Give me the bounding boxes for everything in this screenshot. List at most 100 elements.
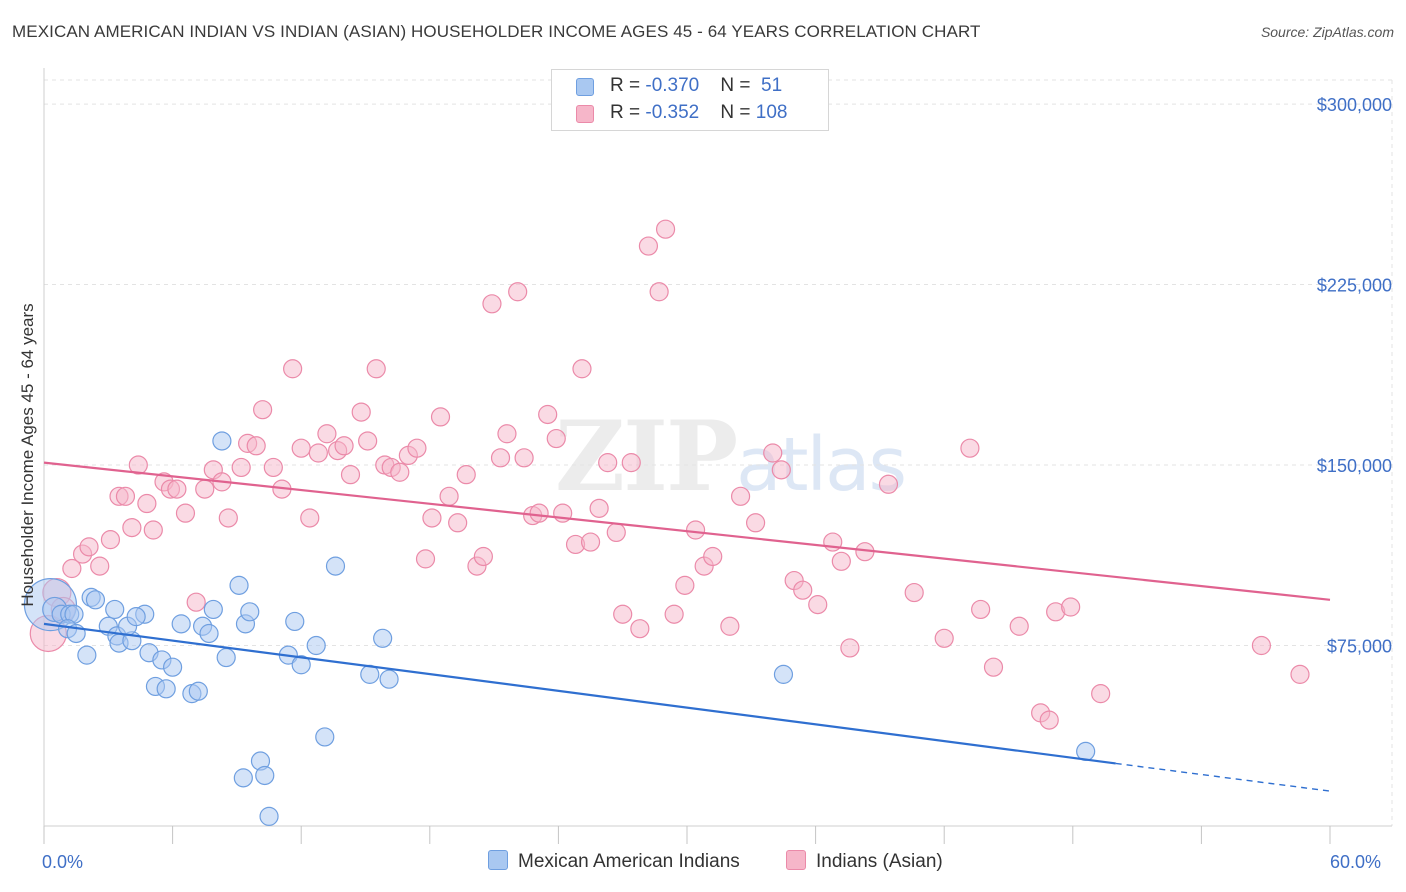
y-tick-label: $300,000 bbox=[1317, 95, 1392, 115]
data-point-indians-asian bbox=[655, 219, 676, 239]
data-point-indians-asian bbox=[580, 532, 601, 552]
legend-text-blue: R = -0.370 N = 51 bbox=[610, 75, 783, 96]
data-point-indians-asian bbox=[904, 582, 924, 603]
data-point-indians-asian bbox=[430, 407, 451, 427]
legend-n-value-blue: 51 bbox=[755, 75, 783, 96]
data-point-indians-asian bbox=[508, 282, 528, 302]
watermark-zip: ZIP bbox=[555, 400, 738, 513]
data-point-indians-asian bbox=[407, 438, 427, 458]
data-point-indians-asian bbox=[283, 359, 303, 379]
data-point-indians-asian bbox=[79, 537, 99, 557]
data-point-mexican-american-indians bbox=[199, 623, 219, 644]
data-point-mexican-american-indians bbox=[773, 664, 794, 684]
data-point-indians-asian bbox=[971, 599, 991, 620]
data-point-indians-asian bbox=[122, 517, 142, 538]
data-point-mexican-american-indians bbox=[240, 602, 260, 622]
data-point-indians-asian bbox=[1039, 710, 1059, 730]
data-point-mexican-american-indians bbox=[291, 655, 311, 675]
legend-n-value-pink: 108 bbox=[755, 102, 788, 123]
y-tick-label: $225,000 bbox=[1317, 276, 1392, 296]
data-point-indians-asian bbox=[456, 465, 476, 485]
legend-swatch-pink bbox=[576, 105, 594, 123]
data-point-indians-asian bbox=[115, 486, 136, 506]
trend-lines bbox=[43, 461, 1331, 792]
data-point-indians-asian bbox=[317, 424, 337, 444]
trend-line-extension-mexican-american-indians bbox=[1115, 762, 1331, 792]
data-point-indians-asian bbox=[231, 457, 251, 478]
data-point-indians-asian bbox=[340, 465, 361, 485]
data-point-indians-asian bbox=[675, 575, 695, 595]
data-point-indians-asian bbox=[685, 520, 706, 540]
data-point-indians-asian bbox=[246, 436, 266, 456]
data-point-indians-asian bbox=[1091, 684, 1111, 704]
data-point-indians-asian bbox=[793, 580, 813, 600]
bottom-legend-label-blue: Mexican American Indians bbox=[518, 851, 740, 872]
data-point-indians-asian bbox=[621, 453, 641, 473]
data-point-mexican-american-indians bbox=[105, 599, 125, 620]
bottom-legend-label-pink: Indians (Asian) bbox=[816, 851, 943, 872]
data-point-mexican-american-indians bbox=[203, 599, 223, 620]
y-tick-label: $75,000 bbox=[1327, 637, 1392, 657]
data-point-indians-asian bbox=[1251, 635, 1272, 656]
data-point-indians-asian bbox=[1061, 597, 1081, 617]
data-point-mexican-american-indians bbox=[77, 645, 97, 665]
series-indians-asian bbox=[29, 219, 1310, 730]
grid-lines bbox=[44, 79, 1393, 826]
data-point-indians-asian bbox=[137, 493, 157, 514]
chart-title: MEXICAN AMERICAN INDIAN VS INDIAN (ASIAN… bbox=[12, 22, 981, 41]
correlation-legend: R = -0.370 N = 51 R = -0.352 N = 108 bbox=[551, 69, 829, 131]
data-point-indians-asian bbox=[439, 486, 459, 506]
data-point-mexican-american-indians bbox=[325, 556, 346, 576]
data-point-indians-asian bbox=[291, 438, 311, 458]
data-point-mexican-american-indians bbox=[163, 657, 183, 677]
data-point-indians-asian bbox=[263, 457, 283, 478]
data-point-indians-asian bbox=[546, 428, 566, 449]
y-tick-label: $150,000 bbox=[1317, 456, 1392, 476]
data-point-indians-asian bbox=[300, 508, 320, 528]
legend-r-value-pink: -0.352 bbox=[645, 102, 700, 123]
data-point-indians-asian bbox=[448, 513, 468, 533]
data-point-indians-asian bbox=[808, 595, 828, 615]
data-point-indians-asian bbox=[62, 558, 82, 579]
data-point-indians-asian bbox=[840, 638, 860, 658]
data-point-indians-asian bbox=[878, 474, 899, 494]
data-point-indians-asian bbox=[415, 549, 436, 569]
data-point-indians-asian bbox=[703, 546, 723, 567]
data-point-indians-asian bbox=[308, 443, 328, 463]
data-point-indians-asian bbox=[1009, 616, 1029, 636]
x-tick-label-max: 60.0% bbox=[1330, 852, 1382, 872]
data-point-mexican-american-indians bbox=[216, 647, 236, 668]
data-point-indians-asian bbox=[195, 479, 215, 499]
data-point-indians-asian bbox=[167, 479, 187, 499]
data-point-indians-asian bbox=[334, 436, 354, 456]
trend-line-mexican-american-indians bbox=[43, 622, 1116, 765]
source-credit: Source: ZipAtlas.com bbox=[1260, 24, 1394, 40]
data-point-indians-asian bbox=[572, 359, 592, 379]
legend-text-pink: R = -0.352 N = 108 bbox=[610, 102, 788, 123]
data-point-indians-asian bbox=[90, 556, 110, 576]
trend-line-indians-asian bbox=[43, 461, 1331, 601]
bottom-legend-pink: Indians (Asian) bbox=[786, 850, 943, 873]
data-point-mexican-american-indians bbox=[306, 635, 326, 656]
bottom-legend-blue: Mexican American Indians bbox=[488, 850, 740, 873]
data-point-indians-asian bbox=[745, 513, 766, 533]
data-point-indians-asian bbox=[934, 628, 954, 648]
data-point-indians-asian bbox=[763, 443, 783, 463]
data-point-indians-asian bbox=[720, 616, 740, 636]
data-point-mexican-american-indians bbox=[126, 607, 146, 627]
y-tick-labels: $75,000 $150,000 $225,000 $300,000 bbox=[1317, 95, 1392, 656]
data-point-indians-asian bbox=[351, 402, 371, 422]
data-point-indians-asian bbox=[613, 604, 633, 624]
data-point-mexican-american-indians bbox=[233, 768, 253, 788]
data-point-indians-asian bbox=[589, 498, 609, 518]
data-point-mexican-american-indians bbox=[156, 679, 176, 699]
data-point-indians-asian bbox=[175, 503, 196, 523]
data-point-mexican-american-indians bbox=[85, 590, 106, 610]
data-point-mexican-american-indians bbox=[315, 727, 335, 747]
data-point-indians-asian bbox=[497, 424, 517, 444]
y-axis-label: Householder Income Ages 45 - 64 years bbox=[18, 303, 37, 607]
data-point-indians-asian bbox=[422, 508, 442, 528]
data-point-indians-asian bbox=[218, 508, 238, 528]
data-point-indians-asian bbox=[186, 592, 206, 612]
data-point-indians-asian bbox=[638, 236, 659, 256]
